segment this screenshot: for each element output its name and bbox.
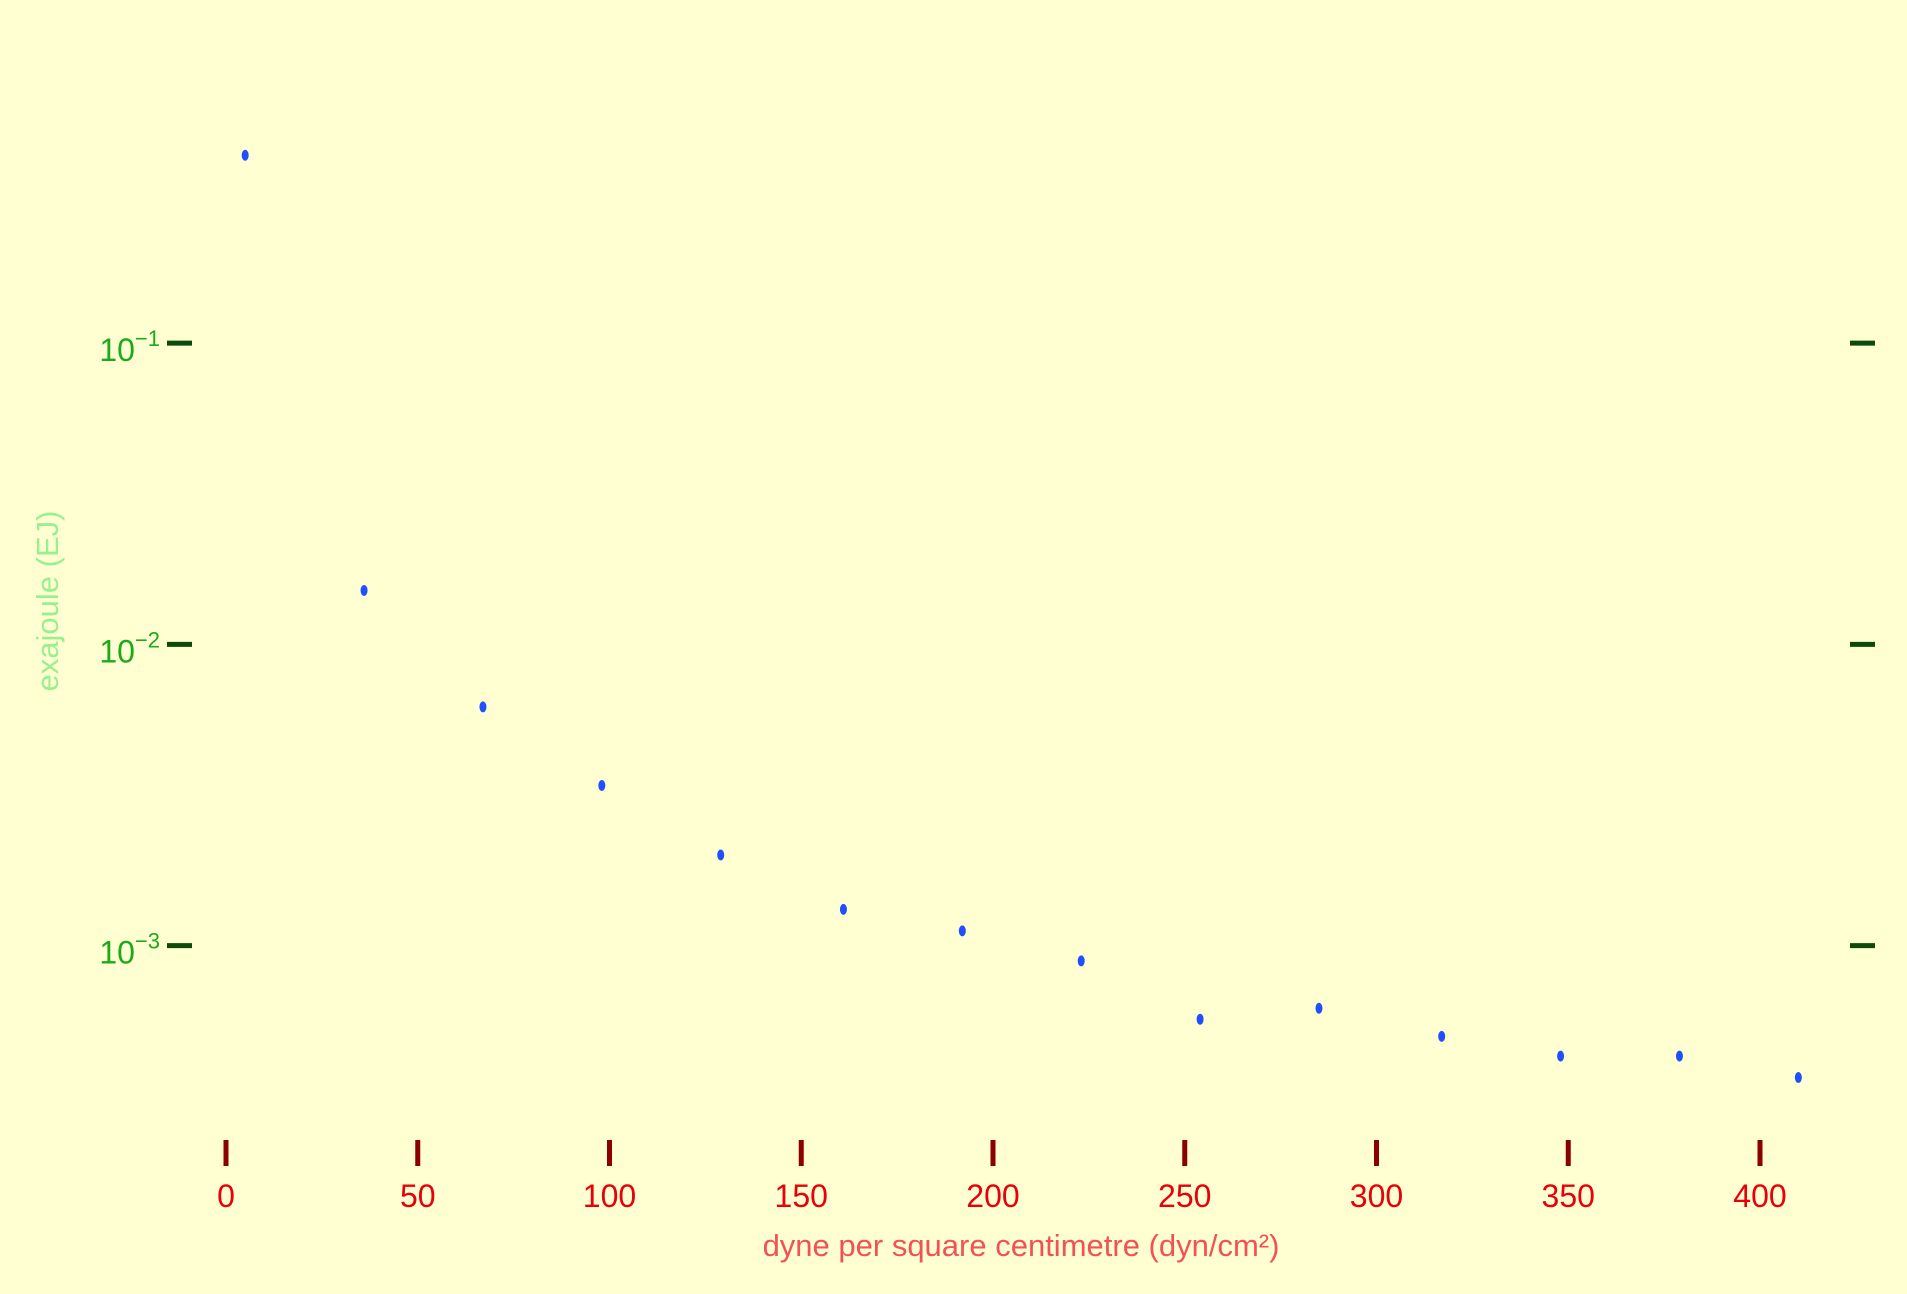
x-tick-label: 350 bbox=[1542, 1178, 1595, 1214]
y-tick-label-base: 10 bbox=[99, 935, 135, 971]
y-tick-label-exponent: −1 bbox=[135, 326, 160, 351]
y-tick-label-exponent: −2 bbox=[135, 627, 160, 652]
data-points bbox=[241, 149, 1802, 1084]
y-axis: 10−110−210−3 bbox=[99, 326, 1875, 971]
x-tick-label: 0 bbox=[217, 1178, 235, 1214]
x-tick-label: 50 bbox=[400, 1178, 436, 1214]
data-point bbox=[1557, 1050, 1565, 1062]
y-tick-label-base: 10 bbox=[99, 332, 135, 368]
y-axis-title: exajoule (EJ) bbox=[30, 511, 65, 692]
data-point bbox=[1196, 1013, 1204, 1025]
data-point bbox=[1794, 1072, 1802, 1084]
y-tick-label-exponent: −3 bbox=[135, 929, 160, 954]
y-tick-label: 10−3 bbox=[99, 929, 160, 971]
y-tick-label: 10−2 bbox=[99, 627, 160, 669]
x-tick-label: 100 bbox=[583, 1178, 636, 1214]
data-point bbox=[1675, 1050, 1683, 1062]
y-tick-label: 10−1 bbox=[99, 326, 160, 368]
data-point bbox=[717, 849, 725, 861]
data-point bbox=[241, 149, 249, 161]
x-tick-label: 300 bbox=[1350, 1178, 1403, 1214]
data-point bbox=[1315, 1002, 1323, 1014]
x-axis-title: dyne per square centimetre (dyn/cm²) bbox=[763, 1228, 1280, 1263]
x-tick-label: 200 bbox=[966, 1178, 1019, 1214]
data-point bbox=[360, 584, 368, 596]
data-point bbox=[1438, 1030, 1446, 1042]
y-tick-label-base: 10 bbox=[99, 633, 135, 669]
x-axis: 0 50 100 150 200 250 300 350 400 bbox=[217, 1140, 1787, 1214]
data-point bbox=[1077, 955, 1085, 967]
data-point bbox=[958, 925, 966, 937]
x-tick-label: 400 bbox=[1733, 1178, 1786, 1214]
x-tick-label: 150 bbox=[775, 1178, 828, 1214]
data-point bbox=[479, 701, 487, 713]
data-point bbox=[839, 903, 847, 915]
x-tick-label: 250 bbox=[1158, 1178, 1211, 1214]
data-point bbox=[598, 780, 606, 792]
